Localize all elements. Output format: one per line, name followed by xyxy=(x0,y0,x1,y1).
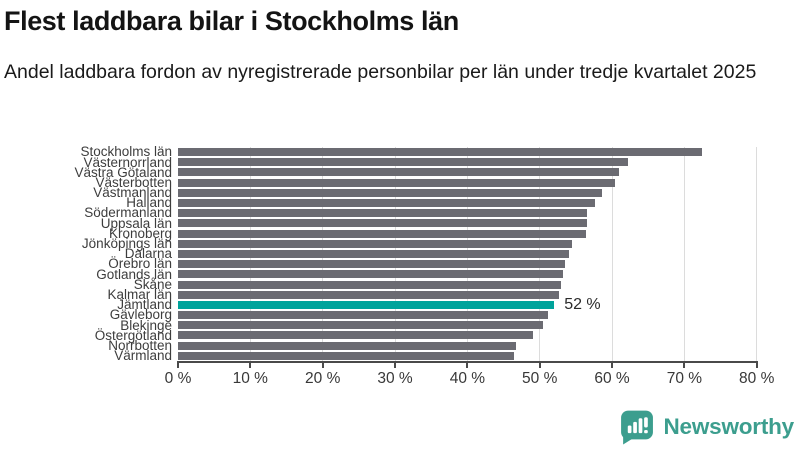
bar xyxy=(178,311,548,320)
chart-row: Gävleborg xyxy=(0,307,800,323)
y-axis-label: Halland xyxy=(126,195,172,211)
chart-row: Gotlands län xyxy=(0,266,800,282)
chart-row: Blekinge xyxy=(0,317,800,333)
bar xyxy=(178,239,573,248)
chart-row: Norrbotten xyxy=(0,337,800,353)
y-axis-label: Västerbotten xyxy=(95,174,172,190)
bar xyxy=(178,209,588,218)
x-axis-tickmark xyxy=(538,363,541,368)
x-axis-tickmark xyxy=(611,363,613,368)
chart-row: Dalarna xyxy=(0,246,800,262)
bar xyxy=(178,249,570,258)
gridline xyxy=(611,147,613,361)
chart-row: Jämtland 52 % xyxy=(0,295,800,313)
y-axis-label: Uppsala län xyxy=(100,215,172,231)
bar-chart: Stockholms län Västernorrland Västra Götal… xyxy=(0,144,800,387)
y-axis-label: Stockholms län xyxy=(80,144,172,160)
x-axis-tickmark xyxy=(394,363,396,368)
y-axis-label: Dalarna xyxy=(124,246,172,262)
x-axis-tick-label: 60 % xyxy=(594,370,630,387)
y-axis-label: Kronoberg xyxy=(108,225,172,241)
x-axis-tickmark xyxy=(466,363,469,368)
chart-row: Östergötland xyxy=(0,327,800,343)
bar xyxy=(178,158,628,167)
chart-subtitle: Andel laddbara fordon av nyregistrerade … xyxy=(4,61,757,83)
x-axis-tickmark xyxy=(755,363,758,368)
chart-rows: Stockholms län Västernorrland Västra Götal… xyxy=(0,144,800,364)
chart-row: Västmanland xyxy=(0,185,800,201)
x-axis-tick-label: 40 % xyxy=(449,370,486,387)
bar xyxy=(178,341,516,350)
gridline xyxy=(756,147,758,361)
y-axis-label: Gävleborg xyxy=(109,307,172,323)
chart-row: Skåne xyxy=(0,276,800,292)
chart-row: Stockholms län xyxy=(0,144,800,160)
chart-row: Halland xyxy=(0,195,800,211)
y-axis-label: Västra Götaland xyxy=(74,164,172,180)
x-axis-tick-label: 10 % xyxy=(232,370,268,387)
chart-row: Kronoberg xyxy=(0,225,800,241)
chart-row: Örebro län xyxy=(0,256,800,272)
bar xyxy=(178,351,514,360)
y-axis-label: Blekinge xyxy=(120,317,172,333)
y-axis-label: Jönköpings län xyxy=(81,236,172,252)
brand-footer[interactable]: Newsworthy xyxy=(618,408,794,445)
bar xyxy=(178,270,563,279)
bar xyxy=(178,148,703,157)
chart-row: Värmland xyxy=(0,348,800,364)
brand-name: Newsworthy xyxy=(663,413,794,439)
y-axis-label: Örebro län xyxy=(108,256,172,272)
x-axis-tickmark xyxy=(683,363,686,368)
y-axis-label: Norrbotten xyxy=(108,337,172,353)
y-axis-label: Jämtland xyxy=(117,297,172,313)
bar xyxy=(178,280,562,289)
x-axis-tickmark xyxy=(177,363,179,368)
x-axis-line xyxy=(177,361,758,363)
bar xyxy=(178,331,534,340)
y-axis-label: Västmanland xyxy=(93,185,172,201)
chart-row: Uppsala län xyxy=(0,215,800,231)
y-axis-label: Värmland xyxy=(114,348,172,364)
y-axis-label: Gotlands län xyxy=(96,266,172,282)
chart-title: Flest laddbara bilar i Stockholms län xyxy=(4,6,459,36)
bar xyxy=(178,260,565,269)
x-axis-tick-label: 80 % xyxy=(739,370,775,387)
newsworthy-chart-bubble-icon xyxy=(621,410,654,445)
gridline xyxy=(683,147,685,361)
y-axis-label: Södermanland xyxy=(84,205,172,221)
bar xyxy=(178,290,559,299)
bar xyxy=(178,219,587,228)
chart-row: Jönköpings län xyxy=(0,236,800,252)
chart-row: Kalmar län xyxy=(0,286,800,302)
chart-row: Södermanland xyxy=(0,205,800,221)
chart-row: Västerbotten xyxy=(0,174,800,190)
x-axis-tickmark xyxy=(321,363,324,368)
y-axis-label: Västernorrland xyxy=(83,154,172,170)
y-axis-label: Östergötland xyxy=(94,327,172,343)
bar-value-label: 52 % xyxy=(564,295,601,313)
x-axis-tick-label: 70 % xyxy=(666,370,703,387)
x-axis-tickmark xyxy=(249,363,252,368)
y-axis-label: Skåne xyxy=(133,276,172,292)
x-axis-tick-label: 30 % xyxy=(377,370,413,387)
chart-row: Västernorrland xyxy=(0,154,800,170)
x-axis-tick-label: 50 % xyxy=(522,370,558,387)
highlighted-bar xyxy=(178,300,555,309)
bar xyxy=(178,188,602,197)
chart-row: Västra Götaland xyxy=(0,164,800,180)
bar xyxy=(178,168,619,177)
bar xyxy=(178,229,586,238)
x-axis-tick-label: 0 % xyxy=(164,370,192,387)
bar xyxy=(178,321,544,330)
x-axis-tick-label: 20 % xyxy=(305,370,341,387)
y-axis-label: Kalmar län xyxy=(107,286,172,302)
bar xyxy=(178,178,615,187)
bar xyxy=(178,199,595,208)
